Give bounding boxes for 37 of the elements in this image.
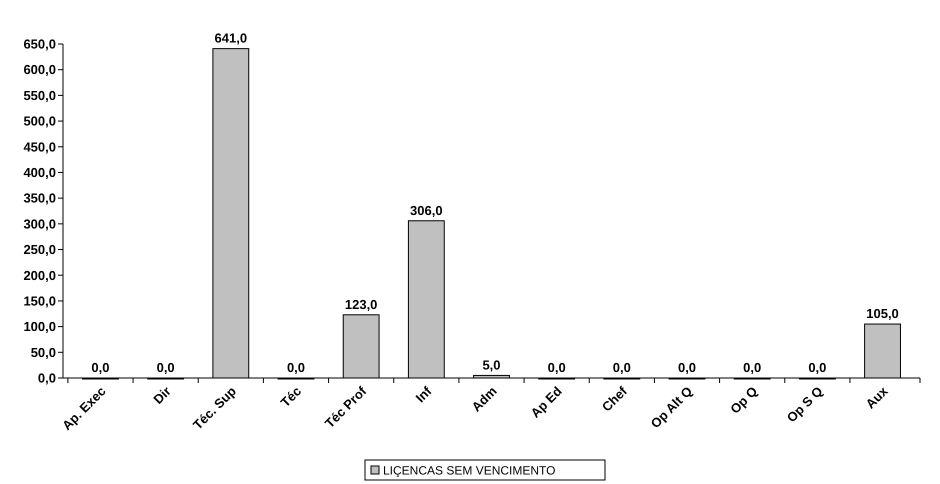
x-tick-label: Ap Ed	[528, 383, 565, 421]
data-label: 306,0	[410, 202, 443, 218]
x-tick-label: Aux	[862, 382, 892, 412]
x-tick-label: Dir	[150, 384, 174, 407]
y-tick-label: 450,0	[23, 139, 56, 154]
y-tick-label: 650,0	[23, 36, 56, 52]
data-label: 0,0	[743, 360, 762, 375]
x-tick-label: Inf	[412, 383, 435, 406]
x-tick-label: Op Q	[727, 384, 760, 417]
data-label: 5,0	[482, 357, 501, 372]
x-tick-label: Op Alt Q	[648, 384, 696, 432]
y-tick-label: 250,0	[23, 242, 56, 258]
y-tick-label: 0,0	[38, 370, 56, 386]
y-tick-label: 600,0	[23, 62, 56, 78]
y-tick-label: 500,0	[23, 114, 56, 129]
data-label: 0,0	[678, 360, 696, 375]
y-tick-label: 200,0	[23, 268, 56, 283]
x-tick-label: Op S Q	[784, 384, 826, 426]
y-tick-label: 400,0	[23, 165, 56, 180]
y-tick-label: 100,0	[23, 319, 56, 334]
data-label: 105,0	[866, 306, 899, 322]
y-tick-label: 150,0	[23, 293, 56, 308]
y-tick-label: 350,0	[23, 190, 56, 206]
data-label: 0,0	[286, 360, 306, 375]
data-label: 0,0	[91, 360, 110, 375]
data-label: 0,0	[808, 360, 826, 375]
x-tick-label: Téc. Sup	[190, 383, 239, 432]
data-label: 0,0	[548, 360, 566, 375]
data-label: 0,0	[156, 360, 175, 375]
x-tick-label: Téc	[278, 384, 304, 410]
legend-label: LIÇENCAS SEM VENCIMENTO	[383, 464, 556, 478]
data-label: 123,0	[344, 296, 378, 312]
data-label: 641,0	[214, 30, 248, 46]
y-tick-label: 550,0	[23, 88, 56, 103]
y-tick-label: 50,0	[30, 344, 56, 360]
y-tick-label: 300,0	[23, 216, 56, 232]
data-label: 0,0	[612, 360, 631, 375]
